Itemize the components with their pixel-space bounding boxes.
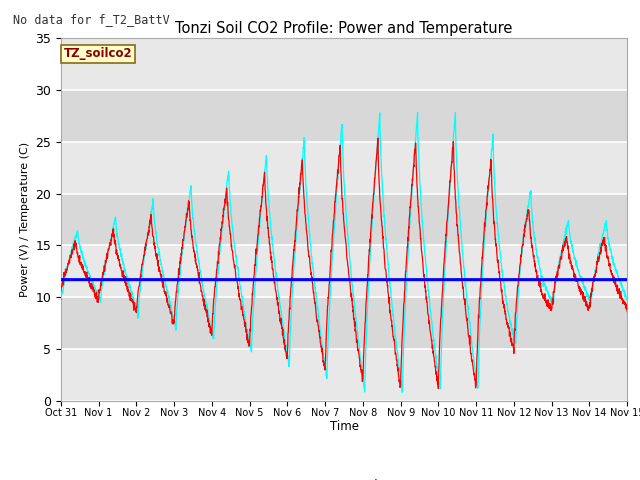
Bar bbox=[61, 194, 627, 245]
Y-axis label: Power (V) / Temperature (C): Power (V) / Temperature (C) bbox=[20, 142, 29, 297]
Legend: CR23X Temperature, CR23X Voltage, CR10X Temperature: CR23X Temperature, CR23X Voltage, CR10X … bbox=[104, 474, 584, 480]
Bar bbox=[61, 297, 627, 349]
X-axis label: Time: Time bbox=[330, 420, 358, 433]
Bar bbox=[61, 38, 627, 90]
Text: No data for f_T2_BattV: No data for f_T2_BattV bbox=[13, 13, 170, 26]
Bar bbox=[61, 245, 627, 297]
Bar bbox=[61, 142, 627, 194]
Bar bbox=[61, 90, 627, 142]
Text: TZ_soilco2: TZ_soilco2 bbox=[63, 48, 132, 60]
Bar bbox=[61, 349, 627, 401]
Title: Tonzi Soil CO2 Profile: Power and Temperature: Tonzi Soil CO2 Profile: Power and Temper… bbox=[175, 21, 513, 36]
